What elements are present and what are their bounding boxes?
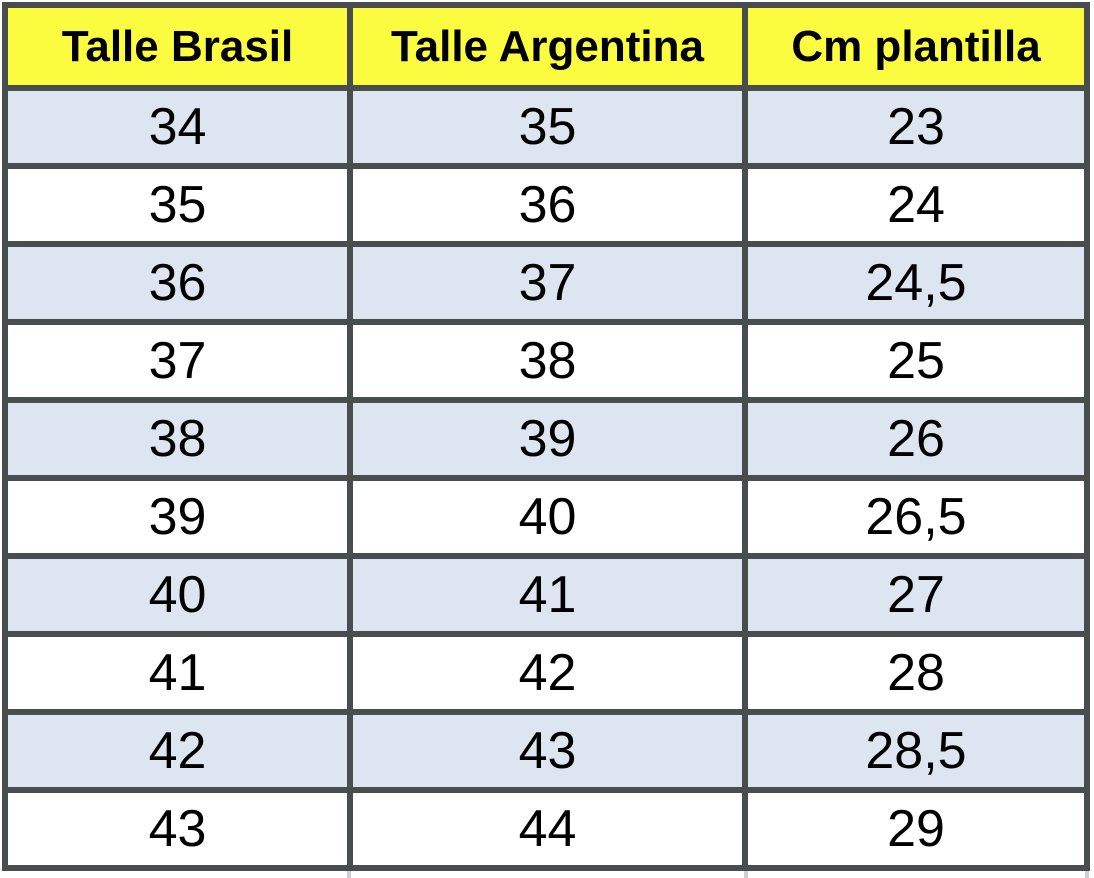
gridline-stub: [1085, 871, 1089, 878]
table-cell: 37: [8, 325, 347, 397]
column-header-talle-argentina: Talle Argentina: [353, 8, 742, 85]
table-cell: 24,5: [748, 247, 1084, 319]
table-cell: 23: [748, 91, 1084, 163]
table-cell: 41: [353, 559, 742, 631]
gridline-stub: [347, 871, 351, 878]
table-cell: 37: [353, 247, 742, 319]
table-cell: 36: [8, 247, 347, 319]
table-cell: 42: [8, 715, 347, 787]
table-cell: 43: [8, 793, 347, 865]
table-cell: 27: [748, 559, 1084, 631]
table-cell: 28,5: [748, 715, 1084, 787]
table-cell: 35: [8, 169, 347, 241]
column-header-talle-brasil: Talle Brasil: [8, 8, 347, 85]
table-cell: 25: [748, 325, 1084, 397]
table-cell: 26,5: [748, 481, 1084, 553]
table-cell: 28: [748, 637, 1084, 709]
clipped-next-row: [2, 871, 1090, 878]
table-cell: 40: [8, 559, 347, 631]
table-cell: 38: [8, 403, 347, 475]
table-cell: 39: [8, 481, 347, 553]
table-cell: 24: [748, 169, 1084, 241]
table-cell: 38: [353, 325, 742, 397]
table-cell: 26: [748, 403, 1084, 475]
table-cell: 39: [353, 403, 742, 475]
gridline-stub: [744, 871, 748, 878]
table-cell: 34: [8, 91, 347, 163]
table-cell: 36: [353, 169, 742, 241]
table-cell: 41: [8, 637, 347, 709]
table-cell: 42: [353, 637, 742, 709]
column-header-cm-plantilla: Cm plantilla: [748, 8, 1084, 85]
table-cell: 43: [353, 715, 742, 787]
table-cell: 29: [748, 793, 1084, 865]
table-cell: 44: [353, 793, 742, 865]
table-cell: 35: [353, 91, 742, 163]
table-cell: 40: [353, 481, 742, 553]
